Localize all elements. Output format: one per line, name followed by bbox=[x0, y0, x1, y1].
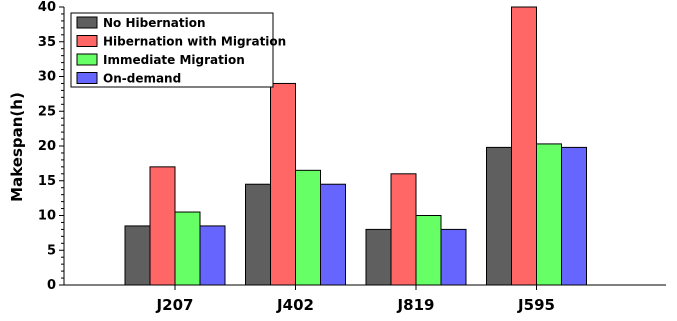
legend-label: On-demand bbox=[103, 72, 181, 86]
y-axis-ticks: 0 5 10 15 20 25 30 35 40 bbox=[38, 0, 64, 293]
bars-group bbox=[124, 6, 587, 286]
bar-j819-immediate-migration bbox=[415, 215, 442, 286]
bar-j595-no-hibernation bbox=[486, 146, 512, 286]
x-tick-label: J207 bbox=[156, 296, 194, 314]
y-tick-label: 30 bbox=[38, 70, 56, 85]
bar-j207-on-demand bbox=[199, 225, 226, 286]
bar-j819-no-hibernation bbox=[365, 228, 392, 286]
legend-label: Hibernation with Migration bbox=[103, 35, 286, 49]
legend-box bbox=[70, 12, 274, 88]
legend-swatch bbox=[76, 53, 98, 66]
bar-j207-no-hibernation bbox=[124, 225, 151, 286]
legend-swatch bbox=[76, 35, 98, 47]
y-axis-title: Makespan(h) bbox=[8, 92, 26, 202]
legend: No Hibernation Hibernation with Migration… bbox=[70, 12, 286, 88]
x-axis-labels: J207 J402 J819 J595 bbox=[156, 285, 555, 314]
x-tick-label: J595 bbox=[517, 296, 555, 314]
bar-j819-hibernation-with-migration bbox=[390, 173, 417, 286]
legend-swatch bbox=[76, 16, 98, 29]
bar-j595-hibernation-with-migration bbox=[511, 6, 537, 286]
bar-j207-immediate-migration bbox=[174, 211, 201, 286]
bar-j402-hibernation-with-migration bbox=[270, 82, 296, 286]
y-tick-label: 5 bbox=[47, 243, 56, 258]
x-tick-label: J819 bbox=[397, 296, 435, 314]
y-tick-label: 15 bbox=[38, 174, 56, 189]
bar-j207-hibernation-with-migration bbox=[149, 166, 176, 286]
y-tick-label: 20 bbox=[38, 139, 56, 154]
y-tick-label: 35 bbox=[38, 35, 56, 50]
bar-j595-on-demand bbox=[561, 146, 587, 286]
y-tick-label: 10 bbox=[38, 209, 56, 224]
y-tick-label: 0 bbox=[47, 278, 56, 293]
legend-label: Immediate Migration bbox=[103, 53, 245, 67]
bar-j402-on-demand bbox=[320, 183, 346, 286]
bar-j819-on-demand bbox=[440, 228, 467, 286]
legend-label: No Hibernation bbox=[103, 16, 206, 30]
y-tick-label: 25 bbox=[38, 104, 56, 119]
bar-j402-immediate-migration bbox=[295, 169, 321, 286]
bar-j402-no-hibernation bbox=[245, 183, 271, 286]
legend-swatch bbox=[76, 72, 98, 84]
x-tick-label: J402 bbox=[276, 296, 314, 314]
y-tick-label: 40 bbox=[38, 0, 56, 15]
bar-j595-immediate-migration bbox=[536, 143, 562, 286]
